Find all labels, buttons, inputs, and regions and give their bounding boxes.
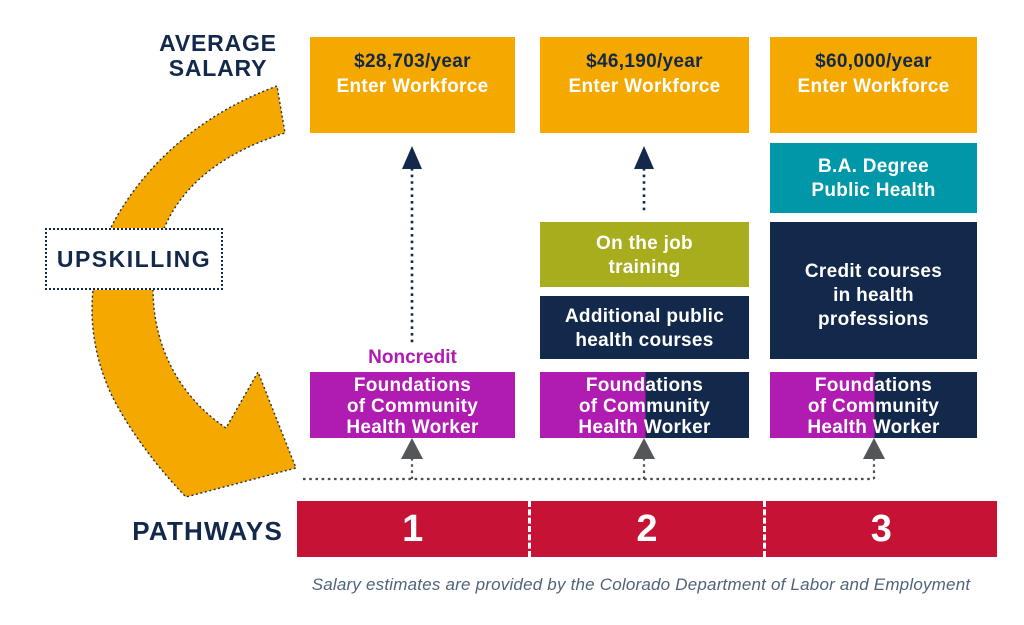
credit-courses-box: Credit courses in health professions [770, 222, 977, 359]
arrow-up-icon [634, 146, 654, 169]
additional-courses-box: Additional public health courses [540, 296, 749, 359]
arrow-up-icon [401, 438, 423, 459]
pathways-bar: 1 2 3 [297, 501, 997, 557]
foundations-line3: Health Worker [807, 417, 940, 439]
arrow-up-icon [633, 438, 655, 459]
upgrade-arrow-pathway2 [634, 146, 654, 214]
foundations-line1: Foundations [814, 374, 933, 396]
ba-degree-line1: B.A. Degree [817, 156, 929, 177]
pathway-segment-3: 3 [762, 501, 997, 557]
average-salary-line1: AVERAGE [159, 30, 277, 56]
arrow-up-icon [863, 438, 885, 459]
arrow-up-icon [402, 146, 422, 169]
enter-workforce-label: Enter Workforce [336, 75, 489, 97]
upskilling-label-box: UPSKILLING [45, 228, 223, 290]
salary-amount: $46,190/year [586, 51, 703, 72]
pathway-segment-1: 1 [297, 501, 528, 557]
credit-courses-line2: in health [833, 284, 914, 306]
salary-box-pathway2: $46,190/year Enter Workforce [540, 37, 749, 133]
upgrade-arrow-pathway1 [402, 146, 422, 344]
foundations-line1: Foundations [585, 374, 704, 396]
training-line1: On the job [596, 233, 693, 254]
pathway-number: 1 [402, 507, 424, 550]
courses-line1: Additional public [564, 306, 725, 327]
enter-workforce-label: Enter Workforce [568, 75, 721, 97]
entry-arrow-pathway1 [401, 438, 423, 479]
foundations-line2: of Community [346, 395, 479, 417]
credit-courses-line1: Credit courses [804, 261, 943, 282]
pathways-heading: PATHWAYS [132, 516, 283, 546]
foundations-line1: Foundations [353, 374, 472, 396]
pathway-number: 3 [870, 507, 892, 550]
ba-degree-line2: Public Health [811, 179, 936, 201]
foundations-box-pathway2: Foundations of Community Health Worker [540, 372, 749, 438]
salary-box-pathway3: $60,000/year Enter Workforce [770, 37, 977, 133]
pathway-number: 2 [636, 507, 658, 550]
entry-arrow-pathway2 [633, 438, 655, 479]
ba-degree-box: B.A. Degree Public Health [770, 143, 977, 213]
courses-line2: health courses [575, 329, 714, 351]
credit-courses-line3: professions [818, 308, 929, 330]
average-salary-line2: SALARY [168, 54, 268, 81]
upskilling-curved-arrow [91, 85, 297, 498]
salary-box-pathway1: $28,703/year Enter Workforce [310, 37, 515, 133]
foundations-line3: Health Worker [578, 417, 711, 439]
pathway-segment-2: 2 [528, 501, 762, 557]
foundations-line2: of Community [807, 395, 940, 417]
salary-amount: $60,000/year [815, 51, 932, 72]
upskilling-label: UPSKILLING [56, 245, 212, 272]
average-salary-heading: AVERAGE SALARY [150, 31, 286, 81]
entry-arrow-pathway3 [863, 438, 885, 479]
salary-source-caption: Salary estimates are provided by the Col… [311, 575, 971, 594]
foundations-line3: Health Worker [346, 417, 479, 439]
salary-amount: $28,703/year [354, 51, 471, 72]
foundations-box-pathway3: Foundations of Community Health Worker [770, 372, 977, 438]
on-the-job-training-box: On the job training [540, 222, 749, 287]
enter-workforce-label: Enter Workforce [797, 75, 950, 97]
foundations-box-pathway1: Foundations of Community Health Worker [310, 372, 515, 438]
foundations-line2: of Community [578, 395, 711, 417]
training-line2: training [608, 256, 681, 278]
noncredit-label: Noncredit [368, 347, 457, 368]
